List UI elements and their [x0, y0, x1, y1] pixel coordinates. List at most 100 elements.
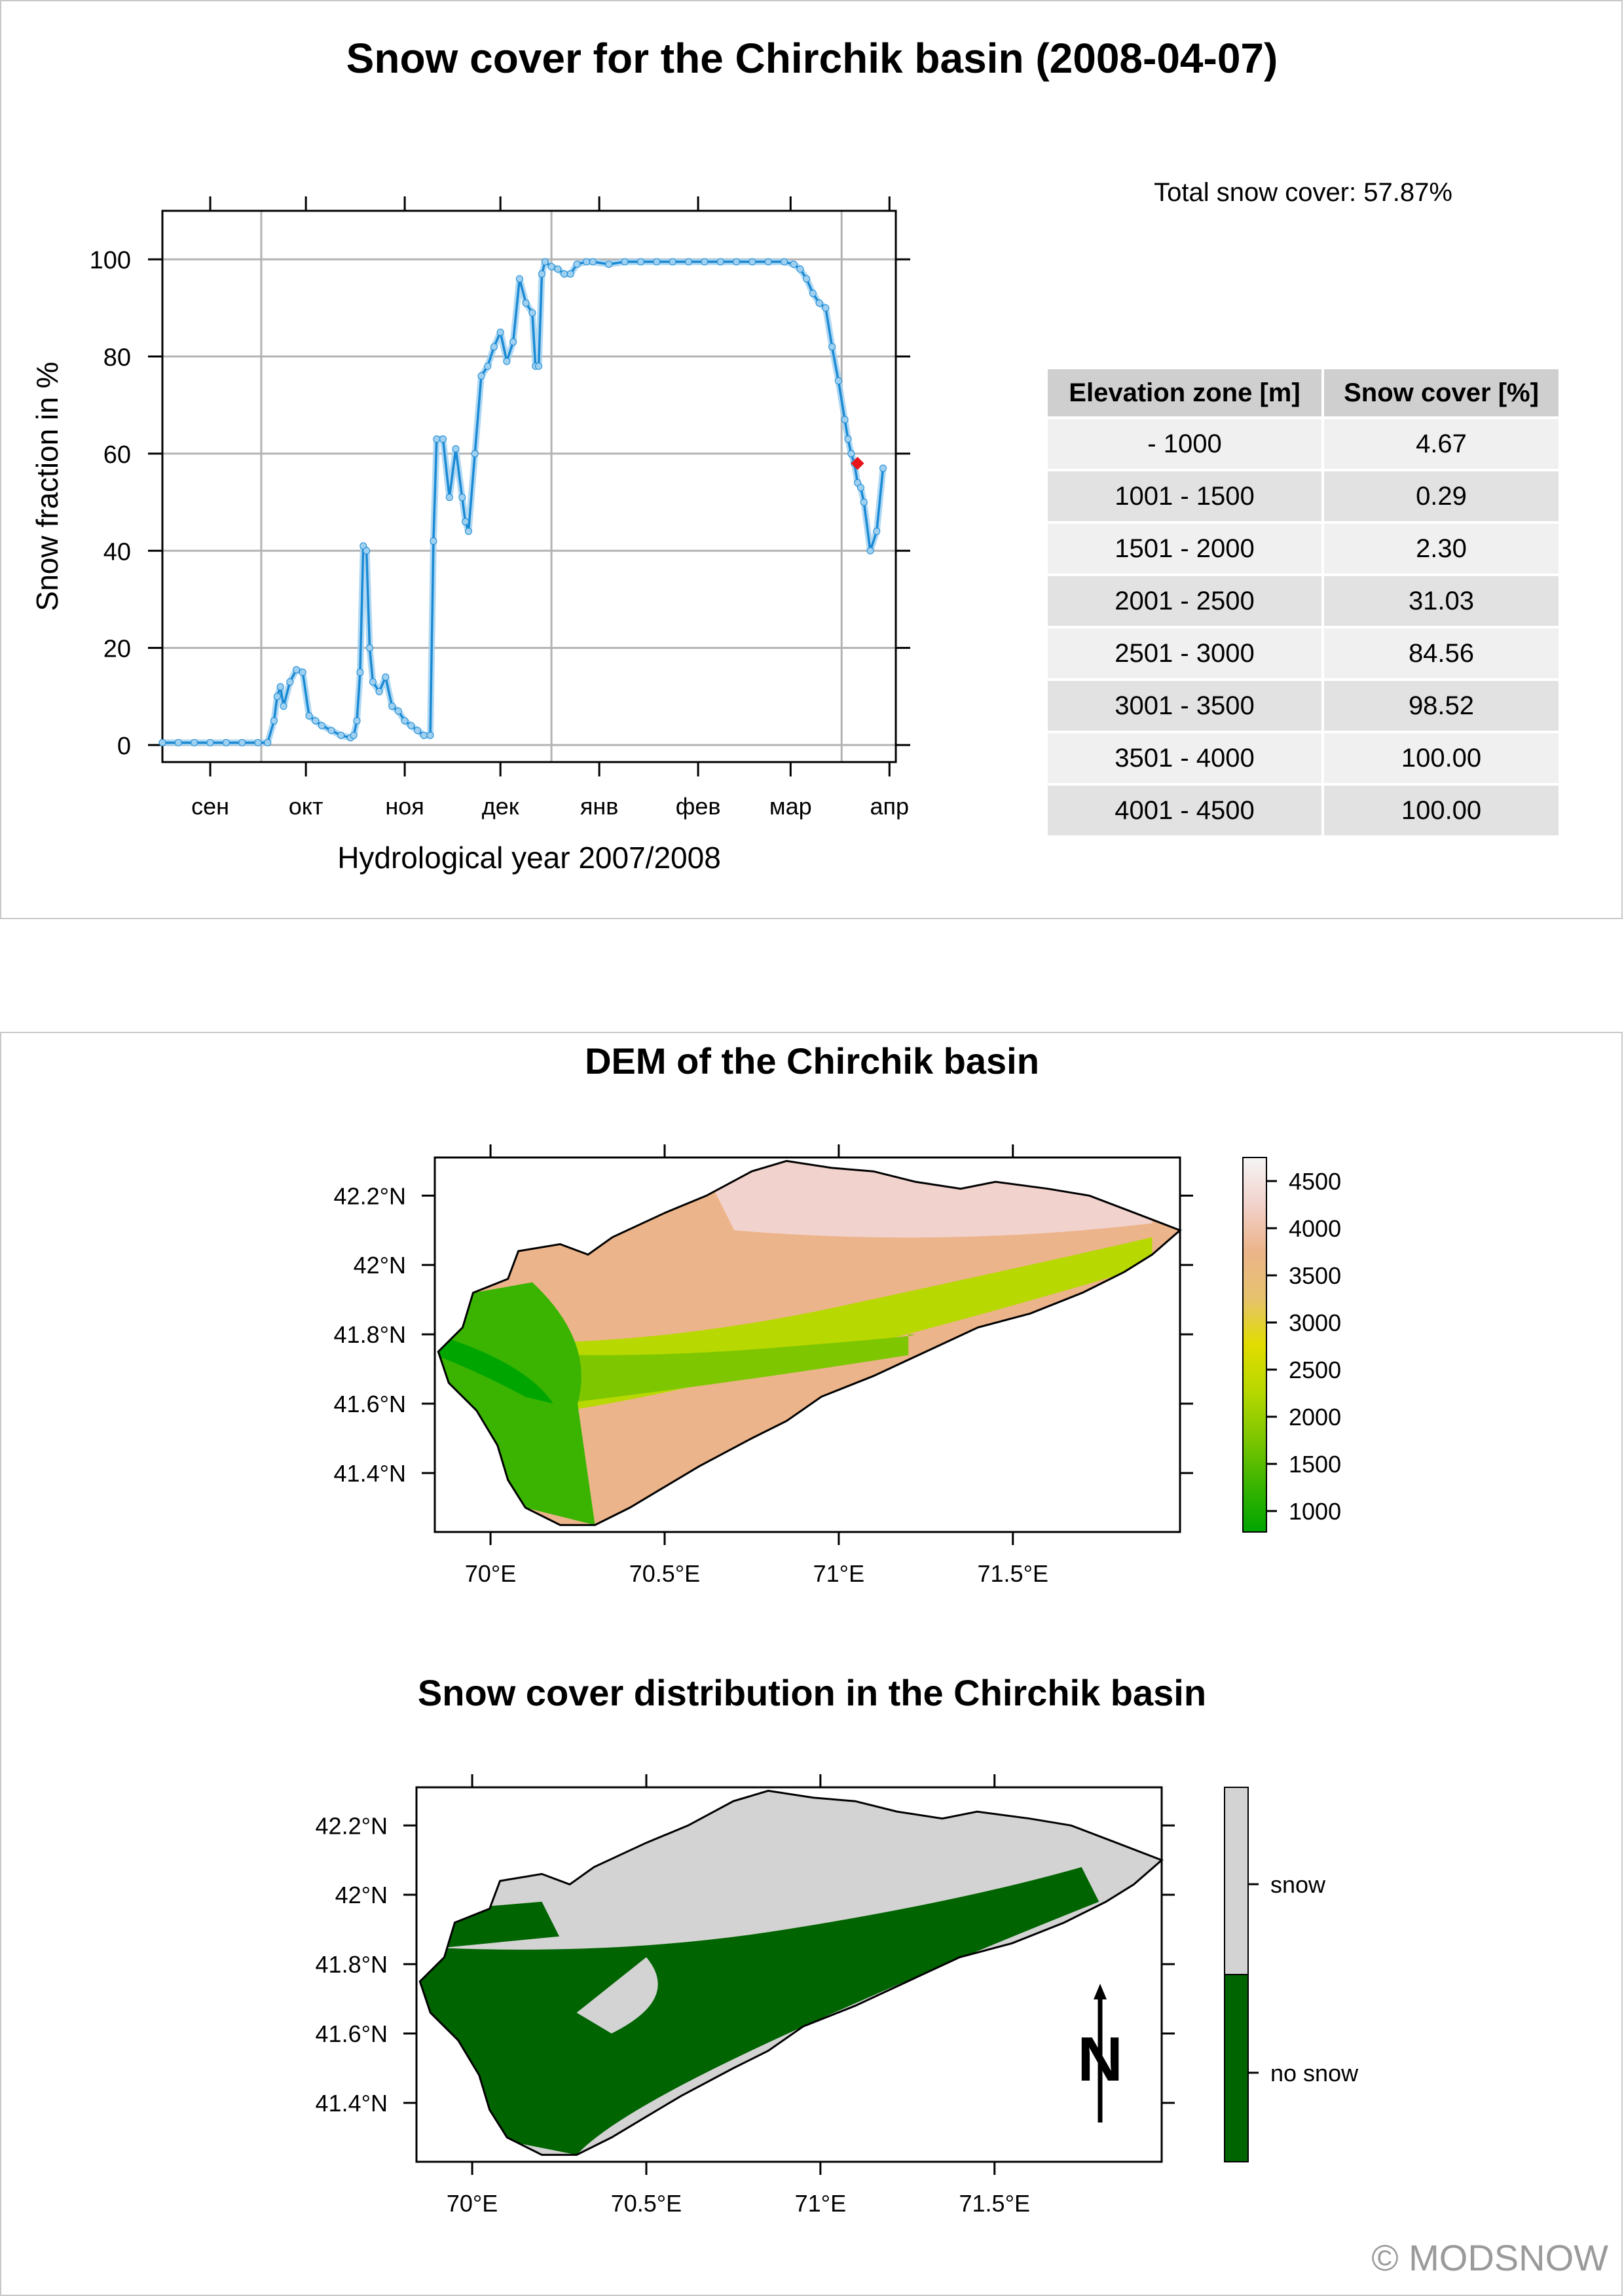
data-point: [356, 668, 364, 676]
data-point: [420, 731, 428, 739]
data-point: [375, 687, 383, 695]
y-tick-label: 0: [117, 733, 131, 760]
data-point: [318, 721, 325, 729]
series-halo: [162, 258, 887, 746]
data-point: [561, 270, 568, 278]
data-point: [388, 702, 396, 710]
bottom-panel: [0, 1032, 1623, 2296]
snow-cover-cell: 2.30: [1324, 524, 1559, 574]
data-point: [426, 731, 434, 739]
data-point: [222, 738, 230, 746]
x-tick-label: ноя: [385, 793, 424, 820]
snow-map-title: Snow cover distribution in the Chirchik …: [417, 1672, 1207, 1713]
elevation-zone-cell: 2501 - 3000: [1048, 629, 1321, 678]
data-point: [669, 258, 676, 266]
data-point: [873, 528, 881, 536]
elevation-zone-cell: 3501 - 4000: [1048, 733, 1321, 783]
data-point: [462, 518, 470, 526]
elevation-zone-table: Elevation zone [m] Snow cover [%] - 1000…: [1045, 367, 1561, 838]
data-point: [515, 275, 523, 283]
data-point: [439, 435, 447, 443]
data-point: [293, 666, 301, 674]
data-point: [445, 494, 453, 501]
data-point: [484, 362, 492, 370]
data-point: [796, 265, 804, 273]
data-point: [541, 258, 549, 266]
data-point: [790, 261, 798, 268]
data-point: [471, 450, 479, 458]
main-title: Snow cover for the Chirchik basin (2008-…: [346, 35, 1278, 82]
data-point: [621, 258, 629, 266]
elevation-zone-cell: 4001 - 4500: [1048, 786, 1321, 835]
data-point: [206, 738, 214, 746]
x-tick-label: окт: [289, 793, 323, 820]
data-point: [407, 721, 415, 729]
data-point: [458, 494, 466, 501]
table-row: 3501 - 4000 100.00: [1048, 733, 1559, 783]
elevation-zone-cell: 1001 - 1500: [1048, 471, 1321, 521]
table-row: 1501 - 2000 2.30: [1048, 524, 1559, 574]
data-point: [477, 372, 485, 380]
y-tick-label: 40: [103, 538, 131, 566]
data-point: [809, 289, 817, 297]
data-point: [554, 265, 562, 273]
data-point: [815, 299, 823, 307]
data-point: [637, 258, 644, 266]
series-line: [162, 261, 885, 744]
data-point: [509, 338, 517, 346]
data-point: [174, 738, 182, 746]
data-point: [547, 263, 555, 270]
data-point: [264, 738, 272, 746]
data-point: [847, 450, 855, 458]
data-point: [280, 702, 287, 710]
snow-cover-cell: 98.52: [1324, 681, 1559, 731]
table-row: 1001 - 1500 0.29: [1048, 471, 1559, 521]
data-point: [270, 717, 278, 725]
data-point: [191, 738, 198, 746]
data-point: [299, 668, 306, 676]
x-axis-label: Hydrological year 2007/2008: [337, 841, 721, 875]
table-row: 2001 - 2500 31.03: [1048, 576, 1559, 626]
plot-frame: [161, 210, 897, 763]
total-snow-cover: Total snow cover: 57.87%: [1154, 178, 1452, 207]
snow-cover-cell: 4.67: [1324, 419, 1559, 469]
data-point: [363, 547, 371, 555]
data-point: [684, 258, 692, 266]
y-tick-label: 80: [103, 344, 131, 372]
data-point: [538, 270, 545, 278]
table-header-elevation: Elevation zone [m]: [1048, 369, 1321, 416]
x-tick-label: сен: [191, 793, 229, 820]
elevation-zone-cell: - 1000: [1048, 419, 1321, 469]
top-panel: [0, 0, 1623, 919]
data-point: [573, 261, 581, 268]
data-point: [158, 738, 166, 746]
data-point: [522, 299, 530, 307]
data-point: [605, 261, 613, 268]
data-point: [401, 717, 409, 725]
data-point: [716, 258, 724, 266]
table-row: - 1000 4.67: [1048, 419, 1559, 469]
data-point: [653, 258, 661, 266]
data-point: [828, 343, 836, 351]
data-point: [382, 673, 390, 681]
data-point: [414, 727, 422, 735]
data-point: [781, 258, 788, 266]
dem-map-title: DEM of the Chirchik basin: [585, 1040, 1039, 1082]
copyright: © MODSNOW: [1371, 2237, 1608, 2278]
data-point: [353, 717, 361, 725]
data-point: [366, 644, 374, 652]
data-point: [844, 435, 852, 443]
x-tick-label: мар: [769, 793, 812, 820]
data-point: [337, 731, 345, 739]
snow-cover-cell: 31.03: [1324, 576, 1559, 626]
data-point: [430, 537, 437, 545]
data-point: [496, 328, 504, 336]
data-point: [748, 258, 756, 266]
data-point: [583, 258, 591, 266]
snow-cover-cell: 84.56: [1324, 629, 1559, 678]
data-point: [350, 731, 358, 739]
elevation-zone-cell: 1501 - 2000: [1048, 524, 1321, 574]
data-point: [369, 678, 377, 686]
data-point: [841, 416, 849, 424]
x-tick-label: дек: [482, 793, 519, 820]
